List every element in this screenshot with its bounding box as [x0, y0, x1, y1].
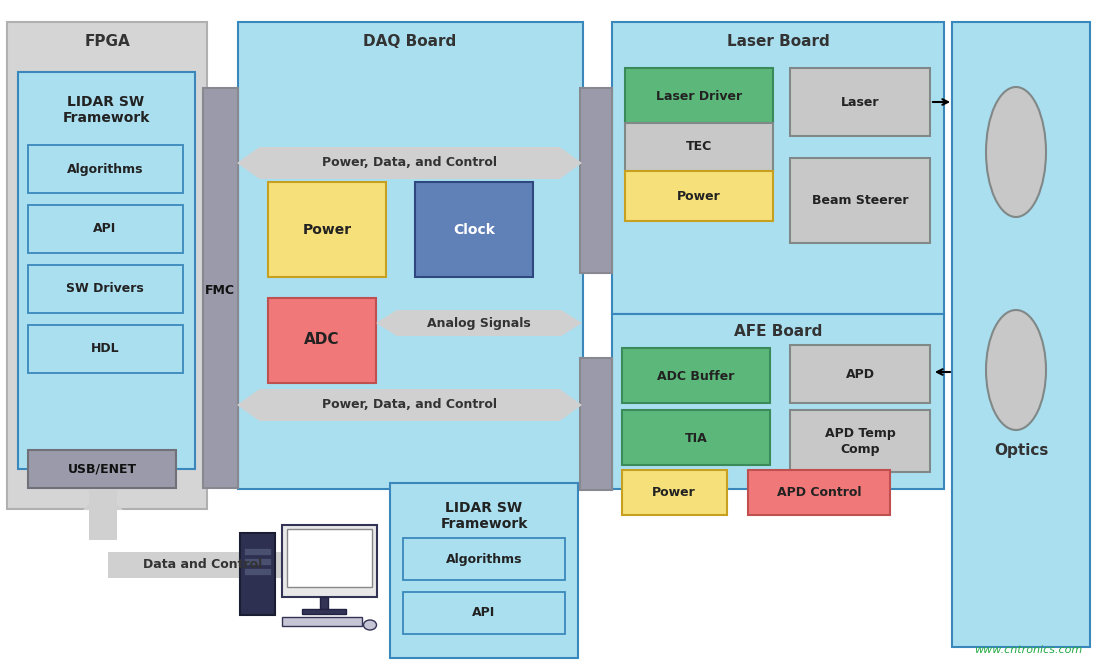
Text: Data and Control: Data and Control: [144, 559, 262, 571]
Bar: [625, 171, 773, 221]
Bar: [789, 345, 930, 403]
Bar: [625, 68, 773, 123]
Bar: [403, 538, 565, 580]
Bar: [580, 358, 612, 490]
Text: LIDAR SW: LIDAR SW: [446, 501, 523, 515]
Text: LIDAR SW: LIDAR SW: [67, 95, 145, 109]
Text: FPGA: FPGA: [85, 35, 130, 50]
Text: FMC: FMC: [205, 284, 235, 296]
Text: Power, Data, and Control: Power, Data, and Control: [322, 399, 497, 411]
Polygon shape: [376, 310, 582, 336]
Text: DAQ Board: DAQ Board: [363, 35, 457, 50]
Text: Power: Power: [677, 189, 721, 203]
Text: Power, Data, and Control: Power, Data, and Control: [322, 157, 497, 169]
Bar: [240, 533, 274, 615]
Bar: [302, 609, 346, 614]
Bar: [282, 617, 362, 626]
Text: ADC Buffer: ADC Buffer: [658, 369, 735, 383]
Bar: [282, 525, 377, 597]
Text: Beam Steerer: Beam Steerer: [811, 193, 908, 207]
Text: Laser Driver: Laser Driver: [656, 90, 742, 102]
Text: TIA: TIA: [685, 432, 707, 444]
Text: Algorithms: Algorithms: [67, 163, 143, 175]
Ellipse shape: [986, 310, 1046, 430]
Ellipse shape: [363, 620, 377, 630]
Bar: [203, 88, 238, 488]
Polygon shape: [237, 147, 582, 179]
Text: APD: APD: [845, 369, 874, 381]
Bar: [29, 145, 183, 193]
Bar: [789, 68, 930, 136]
Text: Laser: Laser: [841, 96, 879, 108]
Polygon shape: [83, 490, 123, 510]
Bar: [320, 597, 328, 609]
Text: Power: Power: [652, 486, 696, 500]
Bar: [29, 205, 183, 253]
Ellipse shape: [986, 87, 1046, 217]
Text: ADC: ADC: [304, 332, 339, 347]
Bar: [789, 410, 930, 472]
Bar: [621, 410, 770, 465]
Text: Framework: Framework: [440, 517, 528, 531]
Text: Comp: Comp: [840, 444, 879, 456]
Text: APD Control: APD Control: [776, 486, 861, 500]
Text: TEC: TEC: [686, 140, 713, 153]
Text: USB/ENET: USB/ENET: [67, 462, 136, 476]
Text: Analog Signals: Analog Signals: [427, 316, 530, 330]
Bar: [244, 568, 271, 575]
Polygon shape: [237, 389, 582, 421]
Bar: [390, 483, 578, 658]
Bar: [789, 158, 930, 243]
Bar: [612, 314, 944, 489]
Text: Optics: Optics: [994, 442, 1049, 458]
Text: Clock: Clock: [453, 223, 495, 237]
Text: Laser Board: Laser Board: [727, 35, 829, 50]
Bar: [244, 558, 271, 565]
Bar: [29, 265, 183, 313]
Bar: [621, 348, 770, 403]
Text: Algorithms: Algorithms: [446, 553, 523, 565]
Text: Power: Power: [302, 223, 351, 237]
Bar: [18, 72, 195, 469]
Text: SW Drivers: SW Drivers: [66, 282, 144, 296]
Bar: [748, 470, 890, 515]
Text: API: API: [472, 607, 495, 619]
Bar: [415, 182, 533, 277]
Polygon shape: [108, 552, 318, 578]
Bar: [268, 182, 386, 277]
Bar: [7, 22, 208, 509]
Bar: [612, 22, 944, 314]
Bar: [580, 88, 612, 273]
Bar: [244, 548, 271, 555]
Bar: [89, 490, 117, 540]
Text: www.cntronics.com: www.cntronics.com: [974, 645, 1082, 655]
Bar: [29, 325, 183, 373]
Bar: [952, 22, 1090, 647]
Bar: [621, 470, 727, 515]
Text: APD Temp: APD Temp: [825, 427, 895, 440]
Bar: [268, 298, 376, 383]
Bar: [287, 529, 372, 587]
Bar: [403, 592, 565, 634]
Text: API: API: [93, 223, 116, 235]
Bar: [29, 450, 176, 488]
Bar: [238, 22, 583, 489]
Text: Framework: Framework: [63, 111, 149, 125]
Text: HDL: HDL: [91, 343, 120, 355]
Bar: [625, 123, 773, 171]
Text: AFE Board: AFE Board: [733, 324, 822, 339]
